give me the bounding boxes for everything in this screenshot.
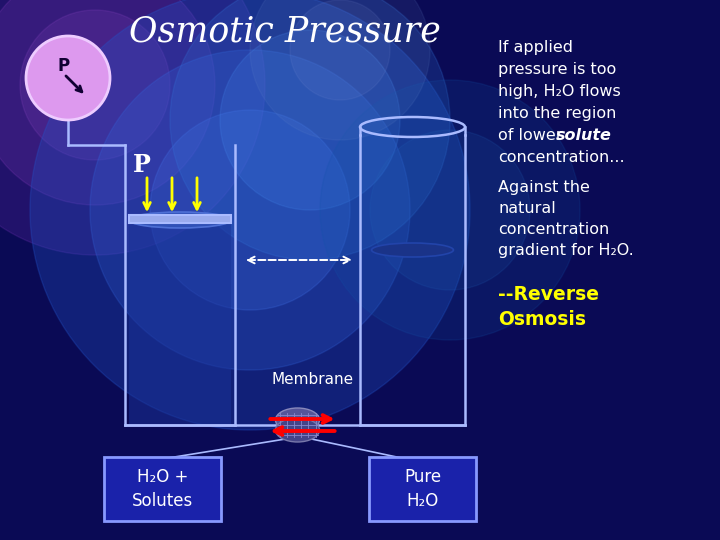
Circle shape bbox=[220, 30, 400, 210]
Text: of lower: of lower bbox=[498, 128, 567, 143]
Text: If applied: If applied bbox=[498, 40, 573, 55]
Circle shape bbox=[0, 0, 265, 255]
Text: Against the
natural
concentration
gradient for H₂O.: Against the natural concentration gradie… bbox=[498, 180, 634, 258]
Text: H₂O +
Solutes: H₂O + Solutes bbox=[132, 468, 193, 510]
Circle shape bbox=[150, 110, 350, 310]
Circle shape bbox=[90, 50, 410, 370]
Ellipse shape bbox=[372, 243, 454, 257]
Bar bbox=[129, 215, 231, 223]
Text: Pure
H₂O: Pure H₂O bbox=[404, 468, 441, 510]
FancyBboxPatch shape bbox=[369, 457, 476, 521]
Ellipse shape bbox=[276, 408, 320, 432]
Circle shape bbox=[20, 10, 170, 160]
Circle shape bbox=[0, 0, 215, 205]
Text: P: P bbox=[133, 153, 151, 177]
Text: concentration...: concentration... bbox=[498, 150, 625, 165]
Circle shape bbox=[290, 0, 390, 100]
Circle shape bbox=[370, 130, 530, 290]
Ellipse shape bbox=[276, 418, 320, 442]
Text: high, H₂O flows: high, H₂O flows bbox=[498, 84, 621, 99]
Circle shape bbox=[170, 0, 450, 260]
FancyBboxPatch shape bbox=[104, 457, 221, 521]
Ellipse shape bbox=[129, 212, 231, 228]
Text: pressure is too: pressure is too bbox=[498, 62, 616, 77]
Circle shape bbox=[26, 36, 110, 120]
Text: Osmotic Pressure: Osmotic Pressure bbox=[129, 15, 441, 49]
Circle shape bbox=[30, 0, 470, 430]
Text: Membrane: Membrane bbox=[271, 372, 354, 387]
Text: into the region: into the region bbox=[498, 106, 616, 121]
Text: --Reverse
Osmosis: --Reverse Osmosis bbox=[498, 285, 599, 329]
Circle shape bbox=[250, 0, 430, 140]
Text: solute: solute bbox=[556, 128, 612, 143]
Bar bbox=[129, 220, 231, 424]
Circle shape bbox=[320, 80, 580, 340]
Text: P: P bbox=[58, 57, 70, 75]
